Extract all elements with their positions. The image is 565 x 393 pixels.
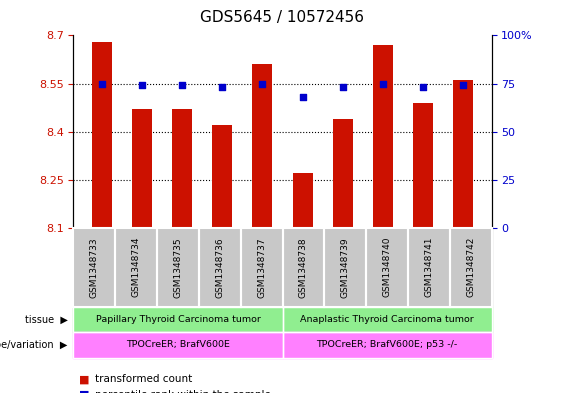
Point [298,94,307,100]
Bar [172,109,193,228]
Bar [93,42,112,228]
Text: GSM1348737: GSM1348737 [257,237,266,298]
Bar [333,119,353,228]
Text: GSM1348738: GSM1348738 [299,237,308,298]
Bar [453,80,472,228]
Bar [293,173,312,228]
Text: Papillary Thyroid Carcinoma tumor: Papillary Thyroid Carcinoma tumor [95,315,260,324]
Text: ■: ■ [79,390,90,393]
Text: GSM1348735: GSM1348735 [173,237,182,298]
Point [218,84,227,90]
Point [378,80,387,86]
Text: GSM1348733: GSM1348733 [90,237,99,298]
Text: GDS5645 / 10572456: GDS5645 / 10572456 [201,10,364,25]
Bar [132,109,153,228]
Point [258,80,267,86]
Bar [253,64,272,228]
Text: GSM1348736: GSM1348736 [215,237,224,298]
Bar [372,45,393,228]
Text: TPOCreER; BrafV600E: TPOCreER; BrafV600E [126,340,230,349]
Text: Anaplastic Thyroid Carcinoma tumor: Anaplastic Thyroid Carcinoma tumor [300,315,474,324]
Point [338,84,347,90]
Text: GSM1348741: GSM1348741 [424,237,433,298]
Bar [212,125,232,228]
Text: GSM1348734: GSM1348734 [132,237,141,298]
Text: ■: ■ [79,374,90,384]
Bar [412,103,433,228]
Text: transformed count: transformed count [95,374,192,384]
Point [458,82,467,88]
Text: genotype/variation  ▶: genotype/variation ▶ [0,340,68,350]
Point [98,80,107,86]
Point [178,82,187,88]
Text: TPOCreER; BrafV600E; p53 -/-: TPOCreER; BrafV600E; p53 -/- [316,340,458,349]
Text: tissue  ▶: tissue ▶ [25,314,68,324]
Text: GSM1348739: GSM1348739 [341,237,350,298]
Point [138,82,147,88]
Text: GSM1348740: GSM1348740 [383,237,392,298]
Text: GSM1348742: GSM1348742 [466,237,475,298]
Text: percentile rank within the sample: percentile rank within the sample [95,390,271,393]
Point [418,84,427,90]
